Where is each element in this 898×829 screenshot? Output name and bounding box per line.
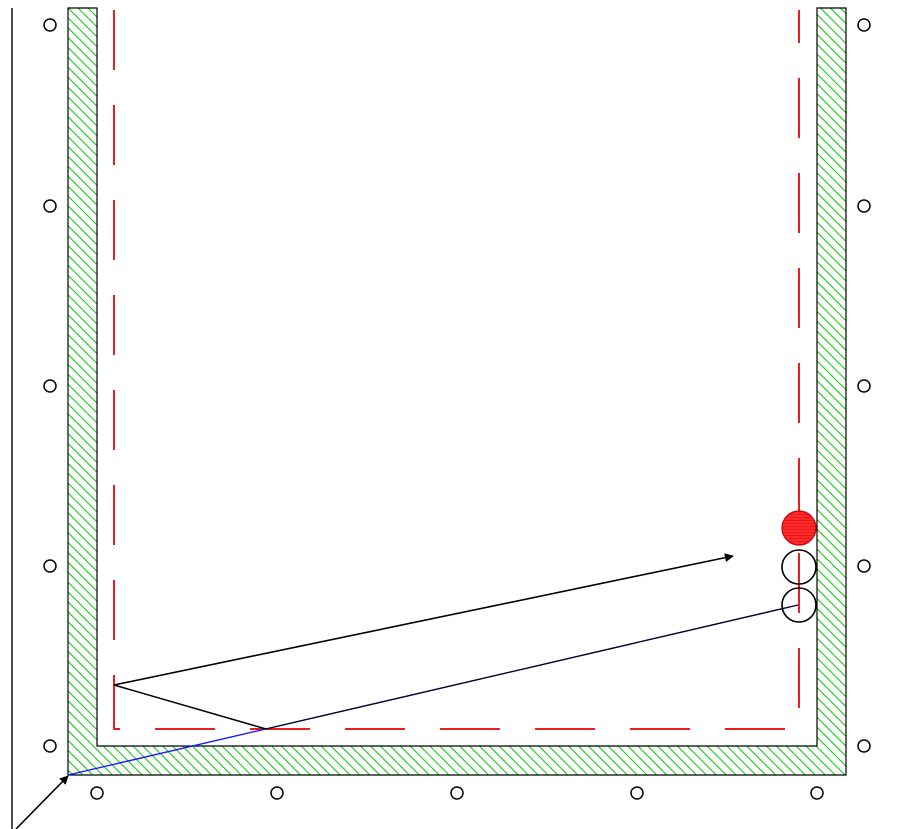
cushion-inner-edge [96, 8, 818, 747]
diamond-markers [43, 18, 871, 800]
diamond-marker-right-3 [857, 379, 871, 393]
table-cushion [67, 7, 847, 776]
diamond-marker-bottom-5 [810, 786, 824, 800]
diamond-marker-left-5 [43, 739, 57, 753]
diamond-marker-bottom-4 [630, 786, 644, 800]
diamond-marker-left-3 [43, 379, 57, 393]
ghost-ball-2 [781, 587, 817, 623]
entry-arrow [15, 775, 69, 829]
ball-center-boundary [113, 10, 800, 730]
diamond-marker-right-1 [857, 18, 871, 32]
diamond-marker-left-4 [43, 559, 57, 573]
diamond-marker-bottom-1 [90, 786, 104, 800]
diamond-marker-right-4 [857, 559, 871, 573]
ghost-ball-1 [781, 549, 817, 585]
diamond-marker-right-5 [857, 739, 871, 753]
diamond-marker-left-1 [43, 18, 57, 32]
diamond-marker-bottom-2 [270, 786, 284, 800]
cue-path-overlay [265, 604, 799, 730]
rebound-path [113, 684, 267, 730]
aim-arrow [113, 553, 734, 686]
object-ball [781, 510, 817, 546]
diamond-marker-right-2 [857, 199, 871, 213]
diamond-marker-left-2 [43, 199, 57, 213]
diamond-marker-bottom-3 [450, 786, 464, 800]
